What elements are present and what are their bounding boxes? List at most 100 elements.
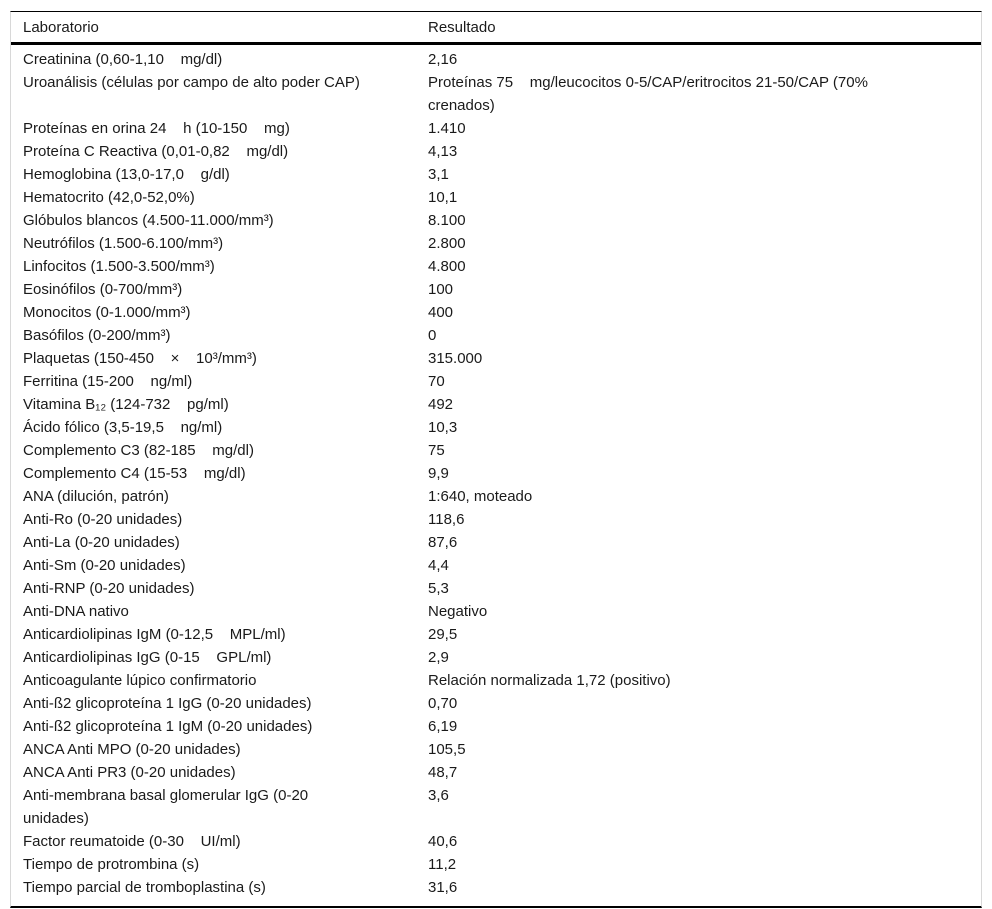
result-value-cell: 2,16	[428, 51, 458, 68]
table-row: Uroanálisis (células por campo de alto p…	[11, 71, 981, 117]
lab-name-cell: Anticardiolipinas IgG (0-15 GPL/ml)	[23, 649, 272, 666]
result-value-cell: 492	[428, 396, 454, 413]
column-header-resultado: Resultado	[428, 18, 496, 36]
lab-name-cell: Factor reumatoide (0-30 UI/ml)	[23, 833, 241, 850]
result-value-cell: Negativo	[428, 603, 488, 620]
lab-name-cell: Hematocrito (42,0-52,0%)	[23, 189, 195, 206]
result-value-cell: 4,13	[428, 143, 458, 160]
result-value-cell: 0	[428, 327, 437, 344]
lab-name-cell: Hemoglobina (13,0-17,0 g/dl)	[23, 166, 230, 183]
lab-name-cell: Proteína C Reactiva (0,01-0,82 mg/dl)	[23, 143, 289, 160]
lab-name-cell: Creatinina (0,60-1,10 mg/dl)	[23, 51, 223, 68]
result-value-cell: 5,3	[428, 580, 449, 597]
result-value-cell: Proteínas 75 mg/leucocitos 0-5/CAP/eritr…	[428, 74, 868, 114]
table-row: Anti-La (0-20 unidades) 87,6	[11, 531, 981, 554]
result-value-cell: 8.100	[428, 212, 466, 229]
lab-name-cell: Anti-Ro (0-20 unidades)	[23, 511, 183, 528]
lab-name-cell: Complemento C3 (82-185 mg/dl)	[23, 442, 254, 459]
lab-name-cell: Linfocitos (1.500-3.500/mm³)	[23, 258, 215, 275]
result-value-cell: 1:640, moteado	[428, 488, 533, 505]
result-value-cell: 3,1	[428, 166, 449, 183]
table-row: Monocitos (0-1.000/mm³) 400	[11, 301, 981, 324]
table-row: Anti-DNA nativo Negativo	[11, 600, 981, 623]
result-value-cell: 6,19	[428, 718, 458, 735]
table-row: Tiempo de protrombina (s) 11,2	[11, 853, 981, 876]
result-value-cell: 75	[428, 442, 445, 459]
result-value-cell: 1.410	[428, 120, 466, 137]
result-value-cell: 2.800	[428, 235, 466, 252]
table-row: ANCA Anti PR3 (0-20 unidades) 48,7	[11, 761, 981, 784]
result-value-cell: 315.000	[428, 350, 483, 367]
lab-name-cell: Anti-DNA nativo	[23, 603, 129, 620]
lab-name-cell: Uroanálisis (células por campo de alto p…	[23, 74, 360, 91]
result-value-cell: 400	[428, 304, 454, 321]
lab-name-cell: ANA (dilución, patrón)	[23, 488, 169, 505]
table-row: Anti-Ro (0-20 unidades) 118,6	[11, 508, 981, 531]
lab-results-table: Laboratorio Resultado Creatinina (0,60-1…	[10, 11, 982, 908]
result-value-cell: 29,5	[428, 626, 458, 643]
result-value-cell: 87,6	[428, 534, 458, 551]
table-row: Proteína C Reactiva (0,01-0,82 mg/dl) 4,…	[11, 140, 981, 163]
lab-name-cell: Tiempo parcial de tromboplastina (s)	[23, 879, 266, 896]
lab-name-cell: ANCA Anti MPO (0-20 unidades)	[23, 741, 241, 758]
lab-name-cell: Proteínas en orina 24 h (10-150 mg)	[23, 120, 290, 137]
lab-name-cell: Eosinófilos (0-700/mm³)	[23, 281, 183, 298]
result-value-cell: 31,6	[428, 879, 458, 896]
table-body: Creatinina (0,60-1,10 mg/dl) 2,16 Uroaná…	[11, 45, 981, 906]
table-row: Anti-ß2 glicoproteína 1 IgM (0-20 unidad…	[11, 715, 981, 738]
table-row: Linfocitos (1.500-3.500/mm³) 4.800	[11, 255, 981, 278]
table-row: Anticardiolipinas IgG (0-15 GPL/ml) 2,9	[11, 646, 981, 669]
table-row: Anti-RNP (0-20 unidades) 5,3	[11, 577, 981, 600]
table-row: Anti-Sm (0-20 unidades) 4,4	[11, 554, 981, 577]
table-row: Creatinina (0,60-1,10 mg/dl) 2,16	[11, 48, 981, 71]
table-row: ANCA Anti MPO (0-20 unidades) 105,5	[11, 738, 981, 761]
lab-name-cell: Anticardiolipinas IgM (0-12,5 MPL/ml)	[23, 626, 286, 643]
result-value-cell: 4,4	[428, 557, 449, 574]
lab-name-cell: Anti-ß2 glicoproteína 1 IgM (0-20 unidad…	[23, 718, 313, 735]
table-header: Laboratorio Resultado	[11, 12, 981, 45]
lab-name-cell: Monocitos (0-1.000/mm³)	[23, 304, 191, 321]
table-row: ANA (dilución, patrón) 1:640, moteado	[11, 485, 981, 508]
table-row: Anti-ß2 glicoproteína 1 IgG (0-20 unidad…	[11, 692, 981, 715]
result-value-cell: 3,6	[428, 787, 449, 804]
table-row: Glóbulos blancos (4.500-11.000/mm³) 8.10…	[11, 209, 981, 232]
table-row: Proteínas en orina 24 h (10-150 mg) 1.41…	[11, 117, 981, 140]
result-value-cell: 40,6	[428, 833, 458, 850]
result-value-cell: 70	[428, 373, 445, 390]
table-row: Plaquetas (150-450 × 10³/mm³) 315.000	[11, 347, 981, 370]
result-value-cell: 10,3	[428, 419, 458, 436]
column-header-laboratorio: Laboratorio	[23, 18, 99, 36]
lab-name-cell: Anti-RNP (0-20 unidades)	[23, 580, 195, 597]
lab-name-cell: Anticoagulante lúpico confirmatorio	[23, 672, 257, 689]
lab-name-cell: Tiempo de protrombina (s)	[23, 856, 200, 873]
result-value-cell: 11,2	[428, 856, 457, 873]
table-row: Vitamina B₁₂ (124-732 pg/ml) 492	[11, 393, 981, 416]
result-value-cell: 0,70	[428, 695, 458, 712]
result-value-cell: 10,1	[428, 189, 458, 206]
lab-name-cell: Anti-ß2 glicoproteína 1 IgG (0-20 unidad…	[23, 695, 312, 712]
result-value-cell: Relación normalizada 1,72 (positivo)	[428, 672, 671, 689]
lab-name-cell: Anti-Sm (0-20 unidades)	[23, 557, 186, 574]
lab-name-cell: Anti-membrana basal glomerular IgG (0-20…	[23, 787, 309, 827]
result-value-cell: 9,9	[428, 465, 449, 482]
lab-name-cell: Neutrófilos (1.500-6.100/mm³)	[23, 235, 224, 252]
table-row: Basófilos (0-200/mm³) 0	[11, 324, 981, 347]
lab-name-cell: Complemento C4 (15-53 mg/dl)	[23, 465, 246, 482]
table-row: Complemento C3 (82-185 mg/dl) 75	[11, 439, 981, 462]
table-row: Complemento C4 (15-53 mg/dl) 9,9	[11, 462, 981, 485]
table-row: Factor reumatoide (0-30 UI/ml) 40,6	[11, 830, 981, 853]
table-row: Hematocrito (42,0-52,0%) 10,1	[11, 186, 981, 209]
table-row: Eosinófilos (0-700/mm³) 100	[11, 278, 981, 301]
lab-name-cell: Ácido fólico (3,5-19,5 ng/ml)	[23, 419, 223, 436]
table-row: Tiempo parcial de tromboplastina (s) 31,…	[11, 876, 981, 899]
result-value-cell: 48,7	[428, 764, 458, 781]
result-value-cell: 118,6	[428, 511, 465, 528]
table-row: Anticoagulante lúpico confirmatorio Rela…	[11, 669, 981, 692]
lab-name-cell: Vitamina B₁₂ (124-732 pg/ml)	[23, 396, 229, 413]
lab-name-cell: Plaquetas (150-450 × 10³/mm³)	[23, 350, 257, 367]
result-value-cell: 2,9	[428, 649, 449, 666]
lab-name-cell: Anti-La (0-20 unidades)	[23, 534, 180, 551]
table-row: Neutrófilos (1.500-6.100/mm³) 2.800	[11, 232, 981, 255]
result-value-cell: 4.800	[428, 258, 466, 275]
